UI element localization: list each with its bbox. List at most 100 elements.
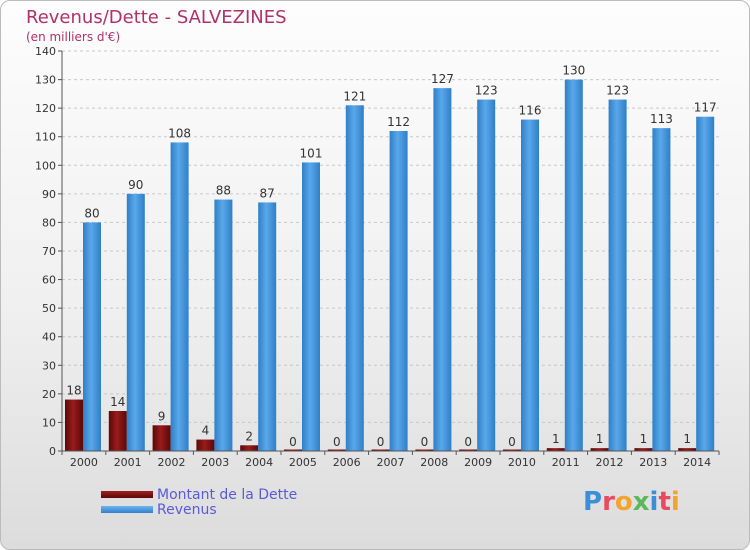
data-label-revenus: 88 bbox=[216, 184, 231, 198]
legend-item-revenus: Revenus bbox=[101, 501, 297, 518]
y-tick-label: 130 bbox=[35, 74, 56, 87]
y-tick-label: 40 bbox=[42, 331, 56, 344]
data-label-revenus: 121 bbox=[343, 89, 366, 103]
bar-dette bbox=[327, 449, 346, 451]
logo-letter: x bbox=[632, 487, 650, 517]
y-tick-label: 110 bbox=[35, 131, 56, 144]
data-label-revenus: 101 bbox=[300, 146, 323, 160]
x-tick-label: 2013 bbox=[639, 456, 667, 469]
bar-revenus bbox=[608, 99, 627, 452]
logo-letter: P bbox=[583, 487, 603, 517]
bar-revenus bbox=[83, 222, 101, 451]
x-tick-label: 2006 bbox=[333, 456, 361, 469]
bar-dette bbox=[634, 448, 653, 451]
legend-label-dette: Montant de la Dette bbox=[157, 486, 298, 503]
data-label-revenus: 116 bbox=[519, 104, 542, 118]
y-tick-label: 10 bbox=[42, 416, 56, 429]
x-tick-label: 2005 bbox=[289, 456, 317, 469]
x-tick-label: 2004 bbox=[245, 456, 273, 469]
data-label-dette: 2 bbox=[245, 429, 253, 443]
bar-revenus bbox=[521, 119, 539, 452]
legend-swatch-revenus bbox=[101, 506, 153, 513]
bar-revenus bbox=[345, 105, 364, 452]
bar-dette bbox=[678, 448, 697, 451]
legend: Montant de la Dette Revenus bbox=[101, 486, 298, 518]
bar-dette bbox=[371, 449, 390, 451]
data-label-revenus: 80 bbox=[84, 206, 99, 220]
x-tick-label: 2002 bbox=[158, 456, 186, 469]
bar-revenus bbox=[126, 193, 145, 451]
y-tick-label: 0 bbox=[49, 445, 56, 458]
bar-dette bbox=[196, 439, 215, 451]
bars: 18 80 14 90 9 108 4 88 2 87 0 101 0 121 0 112 0 127 0 123 0 1… bbox=[65, 64, 717, 452]
logo-letter: t bbox=[658, 487, 671, 517]
bar-revenus bbox=[477, 99, 496, 452]
bar-dette bbox=[284, 449, 302, 451]
bar-revenus bbox=[214, 199, 233, 451]
logo-letter: i bbox=[649, 487, 659, 517]
x-tick-label: 2010 bbox=[508, 456, 536, 469]
y-tick-label: 90 bbox=[42, 188, 56, 201]
bar-dette bbox=[108, 411, 127, 451]
data-label-dette: 1 bbox=[596, 432, 604, 446]
bar-revenus bbox=[258, 202, 277, 451]
data-label-revenus: 123 bbox=[606, 84, 629, 98]
bar-dette bbox=[240, 445, 259, 451]
bar-dette bbox=[590, 448, 609, 451]
data-label-dette: 0 bbox=[289, 435, 297, 449]
y-tick-label: 120 bbox=[35, 102, 56, 115]
legend-item-dette: Montant de la Dette bbox=[101, 486, 298, 503]
y-tick-label: 20 bbox=[42, 388, 56, 401]
bar-revenus bbox=[652, 128, 671, 451]
data-label-dette: 4 bbox=[202, 424, 210, 438]
data-label-dette: 0 bbox=[464, 435, 472, 449]
data-label-dette: 0 bbox=[421, 435, 429, 449]
bar-dette bbox=[152, 425, 171, 451]
bar-revenus bbox=[389, 131, 408, 451]
bar-revenus bbox=[170, 142, 189, 451]
x-tick-label: 2000 bbox=[70, 456, 98, 469]
data-label-dette: 0 bbox=[333, 435, 341, 449]
data-label-revenus: 87 bbox=[260, 186, 275, 200]
data-label-revenus: 113 bbox=[650, 112, 673, 126]
x-tick-label: 2001 bbox=[114, 456, 142, 469]
legend-label-revenus: Revenus bbox=[157, 501, 217, 518]
x-tick-label: 2012 bbox=[596, 456, 624, 469]
data-label-revenus: 123 bbox=[475, 84, 498, 98]
y-tick-label: 50 bbox=[42, 302, 56, 315]
data-label-dette: 1 bbox=[552, 432, 560, 446]
bar-dette bbox=[503, 449, 521, 451]
logo-letter: i bbox=[670, 487, 680, 517]
bar-revenus bbox=[433, 88, 452, 452]
x-tick-label: 2011 bbox=[552, 456, 580, 469]
data-label-dette: 14 bbox=[110, 395, 125, 409]
data-label-revenus: 127 bbox=[431, 72, 454, 86]
proxiti-logo: Proxiti bbox=[583, 487, 680, 517]
bar-revenus bbox=[302, 162, 320, 451]
data-label-dette: 9 bbox=[158, 409, 166, 423]
data-label-dette: 0 bbox=[508, 435, 516, 449]
y-tick-label: 30 bbox=[42, 359, 56, 372]
y-tick-label: 100 bbox=[35, 159, 56, 172]
x-tick-label: 2009 bbox=[464, 456, 492, 469]
bar-revenus bbox=[696, 116, 715, 451]
logo-letter: r bbox=[602, 487, 615, 517]
chart-title: Revenus/Dette - SALVEZINES bbox=[26, 7, 287, 28]
bar-dette bbox=[546, 448, 565, 451]
data-label-revenus: 130 bbox=[562, 64, 585, 78]
x-tick-label: 2007 bbox=[377, 456, 405, 469]
chart-subtitle: (en milliers d'€) bbox=[26, 30, 121, 44]
data-label-dette: 0 bbox=[377, 435, 385, 449]
data-label-dette: 1 bbox=[683, 432, 691, 446]
bar-dette bbox=[415, 449, 434, 451]
y-tick-label: 80 bbox=[42, 216, 56, 229]
x-tick-label: 2008 bbox=[420, 456, 448, 469]
legend-swatch-dette bbox=[101, 491, 153, 498]
x-tick-label: 2003 bbox=[201, 456, 229, 469]
y-tick-label: 60 bbox=[42, 274, 56, 287]
data-label-revenus: 90 bbox=[128, 178, 143, 192]
data-label-dette: 18 bbox=[66, 384, 81, 398]
